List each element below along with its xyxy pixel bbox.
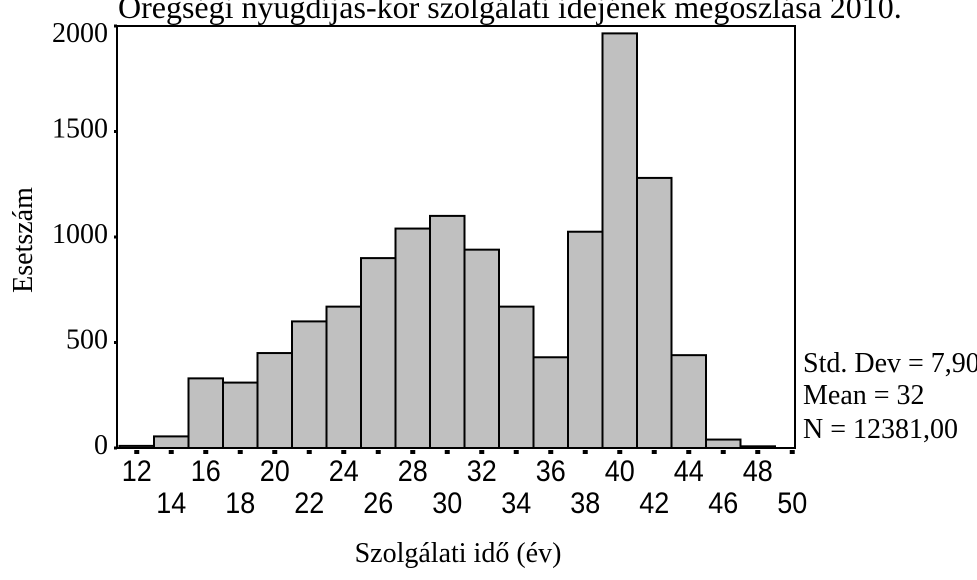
x-tick-mark [686, 450, 692, 454]
histogram-bar [429, 214, 466, 449]
histogram-bar [567, 230, 604, 449]
x-tick-label: 32 [467, 455, 497, 488]
x-tick-mark [237, 450, 243, 454]
y-tick-label: 1000 [52, 219, 108, 250]
histogram-bar [291, 320, 328, 449]
x-tick-mark [306, 450, 312, 454]
x-tick-mark [513, 450, 519, 454]
x-tick-label: 18 [225, 487, 255, 520]
x-tick-mark [203, 450, 209, 454]
x-tick-mark [548, 450, 554, 454]
histogram-bar [463, 248, 500, 449]
histogram-bar [153, 435, 190, 449]
y-tick-label: 500 [66, 325, 108, 356]
histogram-bar [394, 227, 431, 449]
histogram-bar [601, 32, 638, 449]
chart-title: Öregségi nyugdíjas-kor szolgálati idején… [118, 0, 902, 25]
x-tick-label: 40 [605, 455, 635, 488]
x-tick-label: 44 [674, 455, 704, 488]
x-tick-label: 16 [191, 455, 221, 488]
x-tick-label: 26 [363, 487, 393, 520]
x-tick-mark [617, 450, 623, 454]
x-tick-label: 46 [708, 487, 738, 520]
histogram-bar [256, 352, 293, 449]
bars [118, 32, 776, 450]
x-tick-mark [755, 450, 761, 454]
x-tick-mark [410, 450, 416, 454]
x-axis-ticks: 12 16 20 24 28 32 36 40 44 48 14 18 22 26 30 34 38 42 46 50 [122, 450, 807, 520]
histogram-bar [325, 305, 362, 449]
x-tick-mark [651, 450, 657, 454]
x-tick-mark [479, 450, 485, 454]
histogram-bar [532, 356, 569, 449]
x-tick-mark [720, 450, 726, 454]
x-tick-mark [272, 450, 278, 454]
histogram-bar [360, 257, 397, 449]
stat-n: N = 12381,00 [803, 414, 958, 445]
x-tick-label: 12 [122, 455, 152, 488]
histogram-bar [118, 444, 155, 450]
x-tick-label: 48 [743, 455, 773, 488]
histogram-bar [739, 445, 776, 450]
x-tick-mark [375, 450, 381, 454]
y-tick-label: 1500 [52, 114, 108, 145]
x-tick-label: 24 [329, 455, 359, 488]
histogram-bar [222, 381, 259, 449]
x-tick-label: 20 [260, 455, 290, 488]
x-tick-label: 22 [294, 487, 324, 520]
histogram-bar [670, 354, 707, 449]
x-tick-mark [134, 450, 140, 454]
y-tick-label: 0 [94, 430, 108, 461]
x-tick-mark [789, 450, 795, 454]
y-axis-label: Esetszám [8, 187, 39, 293]
x-tick-label: 34 [501, 487, 531, 520]
stat-std-dev: Std. Dev = 7,90 [803, 348, 977, 379]
histogram-bar [636, 176, 673, 449]
histogram-bar [705, 438, 742, 449]
x-tick-mark [341, 450, 347, 454]
x-tick-label: 28 [398, 455, 428, 488]
x-tick-label: 30 [432, 487, 462, 520]
x-tick-mark [444, 450, 450, 454]
histogram-bar [187, 377, 224, 449]
x-tick-label: 42 [639, 487, 669, 520]
x-axis-label: Szolgálati idő (év) [355, 538, 562, 569]
histogram-bar [498, 305, 535, 449]
y-axis-ticks: 0 500 1000 1500 2000 [52, 18, 117, 461]
x-tick-label: 14 [156, 487, 186, 520]
x-tick-mark [168, 450, 174, 454]
x-tick-label: 38 [570, 487, 600, 520]
x-tick-mark [582, 450, 588, 454]
y-tick-label: 2000 [52, 18, 108, 49]
x-tick-label: 50 [777, 487, 807, 520]
x-tick-label: 36 [536, 455, 566, 488]
stat-mean: Mean = 32 [803, 380, 925, 411]
